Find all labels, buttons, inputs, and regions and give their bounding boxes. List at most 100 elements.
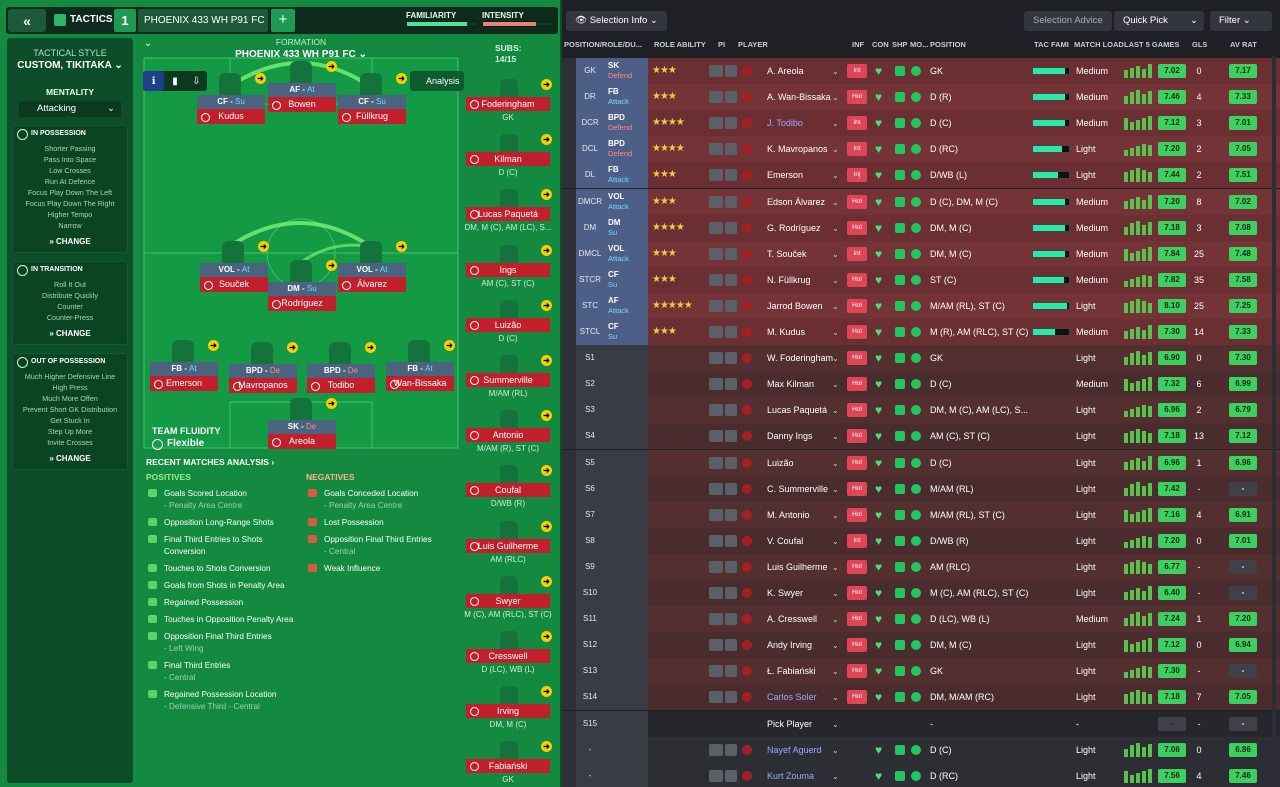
person-icon[interactable]	[725, 743, 737, 756]
chevron-down-icon[interactable]: ⌄	[832, 67, 839, 76]
sub-name[interactable]: Antonio	[466, 428, 550, 443]
change-transition-button[interactable]: » CHANGE	[49, 329, 91, 338]
role-duty[interactable]: BPD Defend	[604, 110, 650, 136]
instruction-arrow-icon[interactable]: ➜	[444, 340, 455, 351]
table-row[interactable]: GK SK Defend ★★★ A. Areola ⌄ Int ♥ GK Medium 7.02 0…	[562, 58, 1280, 84]
chevron-down-icon[interactable]: ⌄	[832, 249, 839, 259]
instruction-arrow-icon[interactable]: ➜	[208, 340, 219, 351]
table-row[interactable]: S11 A. Cresswell ⌄ Hol ♥ D (LC), WB (L) Medium…	[562, 606, 1280, 633]
table-row[interactable]: - Nayef Aguerd ⌄ ♥ D (C) Light 7.06 0 6.86	[562, 736, 1280, 763]
table-row[interactable]: STC AF Attack ★★★★★ Jarrod Bowen ⌄ Hol ♥ M/AM (R…	[562, 292, 1280, 319]
position-slot[interactable]: S13	[582, 666, 598, 676]
person-icon[interactable]	[725, 456, 737, 469]
chevron-down-icon[interactable]: ⌄	[832, 667, 839, 677]
chevron-down-icon[interactable]: ⌄	[832, 354, 839, 364]
position-slot[interactable]: DL	[584, 170, 596, 180]
pi-icon[interactable]	[709, 665, 723, 678]
col-player[interactable]: PLAYER	[738, 40, 768, 49]
familiarity-bar[interactable]	[406, 21, 478, 27]
chevron-down-icon[interactable]: ⌄	[832, 536, 839, 546]
position-slot[interactable]: DCR	[581, 118, 599, 128]
pi-icon[interactable]	[709, 352, 723, 365]
chevron-down-icon[interactable]: ⌄	[832, 380, 839, 390]
role-duty[interactable]: CF Su	[604, 319, 650, 345]
chevron-down-icon[interactable]: ⌄	[832, 615, 839, 625]
position-slot[interactable]: S7	[585, 509, 595, 519]
chevron-down-icon[interactable]: ⌄	[832, 719, 839, 729]
role-duty[interactable]: AF Attack	[604, 293, 650, 319]
pi-icon[interactable]	[709, 91, 723, 104]
instruction-arrow-icon[interactable]: ➜	[541, 520, 552, 532]
person-icon[interactable]	[725, 613, 737, 626]
person-icon[interactable]	[725, 560, 737, 573]
person-icon[interactable]	[725, 143, 737, 156]
chevron-down-icon[interactable]: ⌄	[832, 484, 839, 494]
table-row[interactable]: S8 V. Coufal ⌄ Int ♥ D/WB (R) Light 7.20 0 7.01	[562, 527, 1280, 554]
quick-pick-button[interactable]: Quick Pick ⌄	[1114, 11, 1204, 31]
chevron-down-icon[interactable]: ⌄	[832, 93, 839, 103]
position-slot[interactable]: STCL	[579, 327, 601, 336]
person-icon[interactable]	[725, 169, 737, 182]
person-icon[interactable]	[725, 299, 737, 312]
instruction-arrow-icon[interactable]: ➜	[541, 79, 552, 90]
filter-dropdown[interactable]: Filter ⌄	[1210, 11, 1272, 31]
position-slot[interactable]: DCL	[581, 144, 598, 154]
pi-icon[interactable]	[709, 743, 723, 756]
table-row[interactable]: DM DM Su ★★★★ G. Rodríguez ⌄ Hol ♥ DM, M (C) Medi…	[562, 214, 1280, 241]
instruction-arrow-icon[interactable]: ➜	[541, 631, 552, 642]
player-name[interactable]: Rodríguez	[268, 296, 336, 311]
sub-name[interactable]: Luis Guilherme	[466, 538, 550, 553]
pi-icon[interactable]	[709, 326, 723, 338]
player-name[interactable]: A. Areola	[767, 66, 804, 76]
pi-icon[interactable]	[709, 247, 723, 260]
table-row[interactable]: DL FB Attack ★★★ Emerson ⌄ Inj ♥ D/WB (L) Light 7.…	[562, 162, 1280, 189]
person-icon[interactable]	[725, 117, 737, 130]
analysis-button[interactable]: Analysis	[410, 71, 464, 91]
chevron-down-icon[interactable]: ⌄	[832, 432, 839, 442]
tactical-style-dropdown[interactable]: CUSTOM, TIKITAKA ⌄	[17, 60, 123, 71]
tactic-slot-number[interactable]: 1	[114, 9, 136, 32]
pi-icon[interactable]	[709, 587, 723, 599]
collapse-button[interactable]: «	[8, 9, 46, 32]
pi-icon[interactable]	[709, 639, 723, 652]
player-role[interactable]: FB - At	[150, 362, 218, 376]
col-goals[interactable]: GLS	[1192, 40, 1208, 49]
col-tac-fam[interactable]: TAC FAMI	[1034, 40, 1069, 49]
player-name[interactable]: Kurt Zouma	[767, 770, 815, 781]
table-row[interactable]: S4 Danny Ings ⌄ Hol ♥ AM (C), ST (C) Light 7.18…	[562, 423, 1280, 450]
info-icon[interactable]: ℹ	[143, 71, 165, 91]
chevron-down-icon[interactable]: ⌄	[832, 641, 839, 651]
chevron-down-icon[interactable]: ⌄	[832, 406, 839, 416]
position-slot[interactable]: DM	[583, 222, 597, 232]
table-row[interactable]: STCL CF Su ★★★ M. Kudus ⌄ Hol ♥ M (R), AM (RLC),…	[562, 319, 1280, 345]
recent-matches-link[interactable]: RECENT MATCHES ANALYSIS ›	[146, 457, 275, 467]
position-slot[interactable]: S8	[585, 535, 595, 545]
sub-name[interactable]: Irving	[466, 704, 550, 719]
chevron-down-icon[interactable]: ⌄	[832, 171, 839, 181]
col-inf[interactable]: INF	[852, 40, 865, 49]
table-row[interactable]: S14 Carlos Soler ⌄ Hol ♥ DM, M/AM (RC) Light 7.…	[562, 684, 1280, 711]
role-duty[interactable]: FB Attack	[604, 84, 650, 110]
chevron-down-icon[interactable]: ⌄	[832, 458, 839, 468]
col-av-rating[interactable]: AV RAT	[1230, 40, 1257, 49]
person-icon[interactable]	[725, 534, 737, 547]
pi-icon[interactable]	[709, 273, 723, 286]
position-slot[interactable]: STC	[582, 300, 598, 310]
instruction-arrow-icon[interactable]: ➜	[541, 741, 552, 753]
position-slot[interactable]: STCR	[579, 274, 601, 284]
sub-name[interactable]: Fabiański	[466, 759, 550, 774]
role-duty[interactable]: DM Su	[604, 215, 650, 241]
instruction-arrow-icon[interactable]: ➜	[287, 342, 298, 353]
player-name[interactable]: A. Cresswell	[767, 614, 818, 625]
role-duty[interactable]: FB Attack	[604, 162, 650, 188]
col-shp[interactable]: SHP	[892, 40, 908, 49]
sub-name[interactable]: Coufal	[466, 483, 550, 498]
pi-icon[interactable]	[709, 613, 723, 626]
player-name[interactable]: Kudus	[197, 109, 265, 124]
pi-icon[interactable]	[709, 482, 723, 495]
player-name[interactable]: Ł. Fabiański	[767, 666, 816, 677]
instruction-arrow-icon[interactable]: ➜	[396, 73, 407, 84]
player-name[interactable]: Wan-Bissaka	[386, 376, 454, 391]
instruction-arrow-icon[interactable]: ➜	[541, 575, 552, 587]
role-duty[interactable]: VOL Attack	[604, 189, 650, 215]
